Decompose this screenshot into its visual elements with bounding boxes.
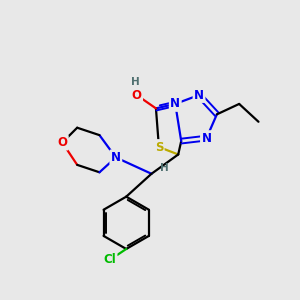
- Text: N: N: [202, 132, 212, 145]
- Text: H: H: [131, 76, 140, 87]
- Text: H: H: [160, 164, 168, 173]
- Text: N: N: [194, 88, 204, 101]
- Text: N: N: [170, 98, 180, 110]
- Text: O: O: [132, 88, 142, 101]
- Text: Cl: Cl: [103, 253, 116, 266]
- Text: N: N: [111, 151, 121, 164]
- Text: S: S: [155, 140, 163, 154]
- Text: O: O: [57, 136, 67, 149]
